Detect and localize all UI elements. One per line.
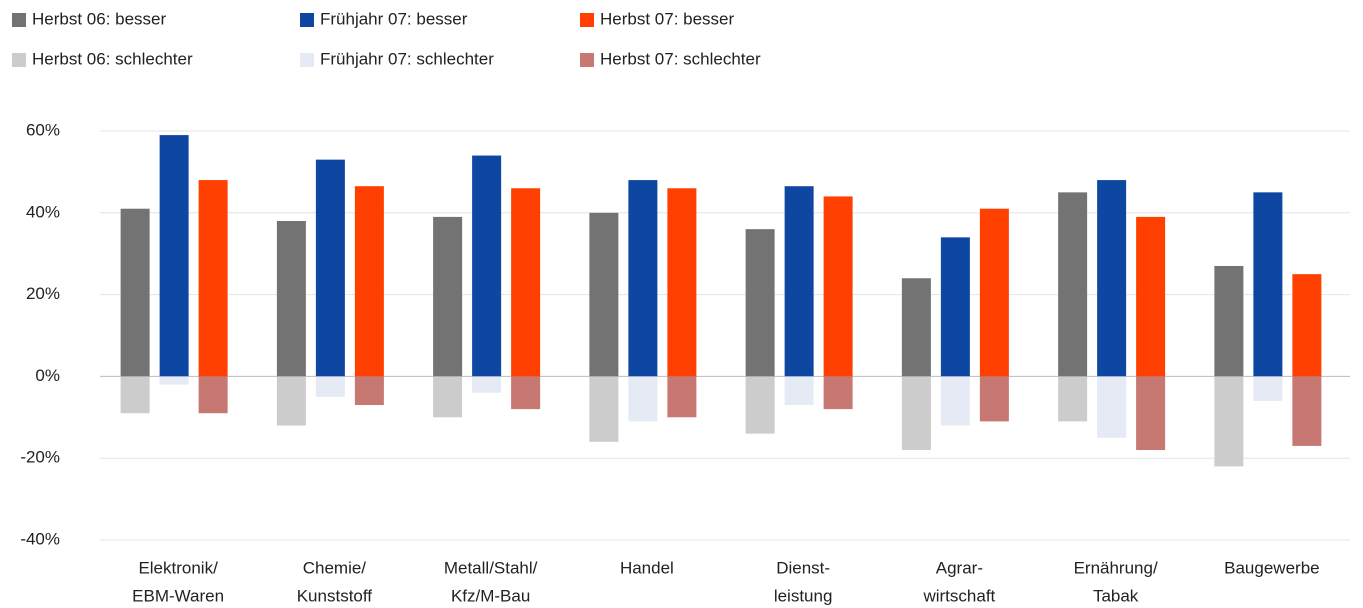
bar <box>589 212 619 377</box>
x-tick-label: Handel <box>620 558 674 577</box>
bar <box>940 237 970 377</box>
bar <box>472 376 502 393</box>
bar <box>901 278 931 377</box>
bar <box>433 376 463 418</box>
bar <box>745 376 775 434</box>
x-tick-label: Dienst- <box>776 558 830 577</box>
x-tick-label: EBM-Waren <box>132 586 224 605</box>
bar <box>315 376 345 397</box>
bar <box>159 135 189 377</box>
bar <box>1136 376 1166 451</box>
legend-swatch <box>300 53 314 67</box>
bar <box>784 186 814 377</box>
legend-label: Herbst 06: schlechter <box>32 49 193 68</box>
bar <box>1292 376 1322 446</box>
bar <box>589 376 619 442</box>
bar <box>198 376 228 414</box>
bar <box>667 376 697 418</box>
bar <box>745 229 775 377</box>
bar <box>1214 265 1244 377</box>
bar <box>667 188 697 377</box>
x-tick-label: Agrar- <box>936 558 983 577</box>
x-tick-label: Tabak <box>1093 586 1139 605</box>
y-tick-label: -40% <box>20 529 60 548</box>
x-tick-label: Kunststoff <box>297 586 373 605</box>
bar <box>901 376 931 451</box>
x-tick-label: Ernährung/ <box>1074 558 1158 577</box>
bar <box>1253 192 1283 377</box>
x-tick-label: Metall/Stahl/ <box>444 558 538 577</box>
legend-label: Frühjahr 07: schlechter <box>320 49 494 68</box>
bar <box>198 180 228 377</box>
bar <box>1292 274 1322 377</box>
bar <box>276 220 306 377</box>
bar <box>354 186 384 377</box>
x-tick-label: wirtschaft <box>922 586 995 605</box>
x-tick-label: Elektronik/ <box>138 558 218 577</box>
bar <box>433 216 463 377</box>
legend-label: Herbst 07: besser <box>600 9 735 28</box>
bar <box>1253 376 1283 401</box>
legend-label: Herbst 07: schlechter <box>600 49 761 68</box>
bar <box>628 376 658 422</box>
bar <box>276 376 306 426</box>
bar <box>511 376 541 410</box>
y-tick-label: 40% <box>26 202 60 221</box>
legend-label: Herbst 06: besser <box>32 9 167 28</box>
x-tick-label: leistung <box>774 586 833 605</box>
bar <box>315 159 345 377</box>
bar <box>784 376 814 406</box>
y-tick-label: -20% <box>20 448 60 467</box>
y-tick-label: 20% <box>26 284 60 303</box>
legend-swatch <box>300 13 314 27</box>
y-tick-label: 60% <box>26 120 60 139</box>
legend-swatch <box>12 53 26 67</box>
bar <box>1097 180 1127 377</box>
bar <box>1058 376 1088 422</box>
legend-swatch <box>580 13 594 27</box>
bar <box>472 155 502 377</box>
bar <box>823 196 853 377</box>
bar <box>354 376 384 406</box>
bar <box>120 208 150 377</box>
legend-label: Frühjahr 07: besser <box>320 9 468 28</box>
x-tick-label: Kfz/M-Bau <box>451 586 530 605</box>
bar <box>940 376 970 426</box>
legend-swatch <box>580 53 594 67</box>
x-tick-label: Baugewerbe <box>1224 558 1319 577</box>
bar <box>1097 376 1127 438</box>
bar <box>628 180 658 377</box>
bar <box>1214 376 1244 467</box>
legend-swatch <box>12 13 26 27</box>
bar <box>979 376 1009 422</box>
bar <box>1136 216 1166 377</box>
bar <box>120 376 150 414</box>
bar <box>511 188 541 377</box>
bar <box>1058 192 1088 377</box>
bar <box>159 376 189 385</box>
bar <box>979 208 1009 377</box>
x-tick-label: Chemie/ <box>303 558 367 577</box>
y-tick-label: 0% <box>35 366 60 385</box>
bar <box>823 376 853 410</box>
